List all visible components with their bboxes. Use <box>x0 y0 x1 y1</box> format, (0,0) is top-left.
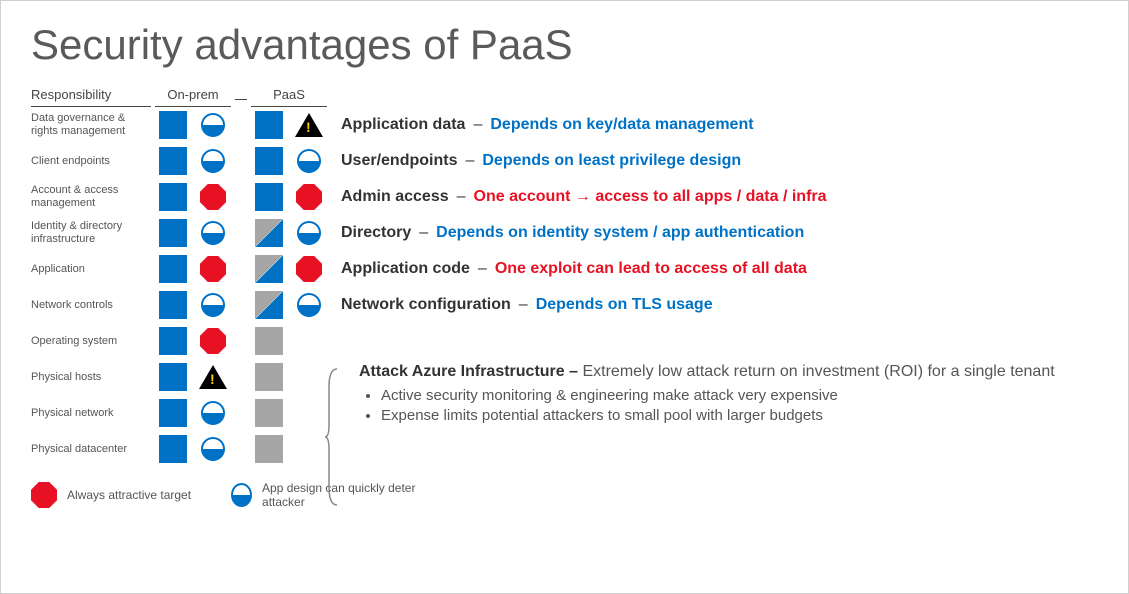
row-text: Application code– One exploit can lead t… <box>331 260 1098 278</box>
square-blue-icon <box>158 326 188 356</box>
page-title: Security advantages of PaaS <box>31 21 1098 69</box>
diag-icon <box>254 290 284 320</box>
octagon-icon <box>198 254 228 284</box>
row-label: Application <box>31 263 151 276</box>
square-blue-icon <box>158 398 188 428</box>
legend: Always attractive target App design can … <box>31 481 1098 509</box>
row-text: User/endpoints– Depends on least privile… <box>331 152 1098 170</box>
halfcircle-icon <box>231 483 252 507</box>
square-gray-icon <box>254 434 284 464</box>
octagon-icon <box>198 182 228 212</box>
octagon-icon <box>198 326 228 356</box>
infra-bullet: Expense limits potential attackers to sm… <box>381 407 1098 424</box>
halfcircle-icon <box>198 110 228 140</box>
square-gray-icon <box>254 326 284 356</box>
row-label: Network controls <box>31 299 151 312</box>
octagon-icon <box>294 182 324 212</box>
square-blue-icon <box>158 110 188 140</box>
row-lead: Application data <box>341 116 465 134</box>
infra-list: Active security monitoring & engineering… <box>381 387 1098 424</box>
halfcircle-icon <box>198 146 228 176</box>
octagon-icon <box>294 254 324 284</box>
infra-title-bold: Attack Azure Infrastructure – <box>359 363 578 380</box>
legend-label: App design can quickly deter attacker <box>262 481 431 509</box>
row-label: Operating system <box>31 335 151 348</box>
col-header-spacer <box>235 95 247 100</box>
square-blue-icon <box>254 182 284 212</box>
infra-title: Attack Azure Infrastructure – Extremely … <box>359 363 1098 381</box>
halfcircle-icon <box>198 290 228 320</box>
square-blue-icon <box>158 362 188 392</box>
row-label: Client endpoints <box>31 155 151 168</box>
halfcircle-icon <box>198 218 228 248</box>
row-lead: Admin access <box>341 188 449 206</box>
row-label: Account & access management <box>31 184 151 209</box>
halfcircle-icon <box>198 434 228 464</box>
row-label: Data governance & rights management <box>31 112 151 137</box>
row-desc: One account → access to all apps / data … <box>474 188 827 206</box>
legend-item-octagon: Always attractive target <box>31 482 191 508</box>
diag-icon <box>254 218 284 248</box>
col-header-paas: PaaS <box>251 87 327 107</box>
square-gray-icon <box>254 362 284 392</box>
row-text: Admin access– One account → access to al… <box>331 188 1098 206</box>
row-desc: One exploit can lead to access of all da… <box>495 260 807 278</box>
legend-label: Always attractive target <box>67 488 191 502</box>
square-blue-icon <box>158 182 188 212</box>
row-desc: Depends on key/data management <box>490 116 753 134</box>
square-blue-icon <box>254 110 284 140</box>
col-header-responsibility: Responsibility <box>31 87 151 107</box>
col-header-onprem: On-prem <box>155 87 231 107</box>
square-blue-icon <box>158 218 188 248</box>
responsibility-grid: Responsibility On-prem PaaS Data governa… <box>31 87 1098 467</box>
square-gray-icon <box>254 398 284 428</box>
row-lead: User/endpoints <box>341 152 457 170</box>
row-text: Application data– Depends on key/data ma… <box>331 116 1098 134</box>
row-label: Identity & directory infrastructure <box>31 220 151 245</box>
row-desc: Depends on TLS usage <box>536 296 713 314</box>
row-desc: Depends on least privilege design <box>482 152 741 170</box>
row-text: Network configuration– Depends on TLS us… <box>331 296 1098 314</box>
row-lead: Directory <box>341 224 411 242</box>
row-lead: Application code <box>341 260 470 278</box>
warning-icon <box>198 362 228 392</box>
octagon-icon <box>31 482 57 508</box>
warning-icon <box>294 110 324 140</box>
square-blue-icon <box>158 146 188 176</box>
infra-title-rest: Extremely low attack return on investmen… <box>578 363 1055 380</box>
row-text: Directory– Depends on identity system / … <box>331 224 1098 242</box>
square-blue-icon <box>254 146 284 176</box>
square-blue-icon <box>158 434 188 464</box>
row-label: Physical datacenter <box>31 443 151 456</box>
diag-icon <box>254 254 284 284</box>
infra-block: Attack Azure Infrastructure – Extremely … <box>331 363 1098 427</box>
halfcircle-icon <box>294 146 324 176</box>
square-blue-icon <box>158 290 188 320</box>
square-blue-icon <box>158 254 188 284</box>
infra-bullet: Active security monitoring & engineering… <box>381 387 1098 404</box>
halfcircle-icon <box>294 218 324 248</box>
row-desc: Depends on identity system / app authent… <box>436 224 804 242</box>
row-label: Physical network <box>31 407 151 420</box>
brace-icon <box>325 367 339 507</box>
row-lead: Network configuration <box>341 296 511 314</box>
row-label: Physical hosts <box>31 371 151 384</box>
halfcircle-icon <box>294 290 324 320</box>
halfcircle-icon <box>198 398 228 428</box>
